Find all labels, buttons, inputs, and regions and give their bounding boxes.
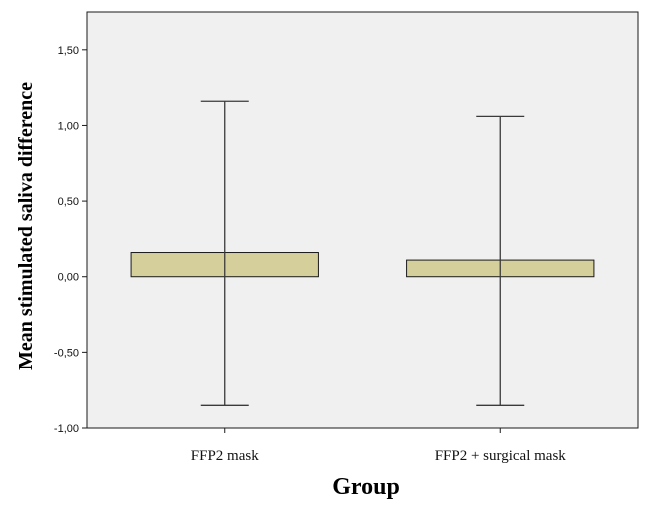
y-tick-label: -1,00: [54, 423, 79, 435]
y-tick-label: -0,50: [54, 347, 79, 359]
x-tick-label: FFP2 mask: [191, 448, 259, 464]
x-tick-label: FFP2 + surgical mask: [435, 448, 567, 464]
y-axis: -1,00 -0,50 0,00 0,50 1,00 1,50: [54, 45, 87, 435]
x-axis-title: Group: [332, 474, 400, 500]
x-axis: FFP2 mask FFP2 + surgical mask: [191, 428, 567, 464]
y-tick-label: 1,00: [58, 120, 79, 132]
y-tick-label: 0,50: [58, 196, 79, 208]
y-tick-label: 1,50: [58, 45, 79, 57]
error-bars-group: [200, 100, 525, 406]
plot-area: [86, 11, 639, 429]
y-tick-label: 0,00: [58, 272, 79, 284]
y-axis-title: Mean stimulated saliva difference: [15, 82, 37, 370]
